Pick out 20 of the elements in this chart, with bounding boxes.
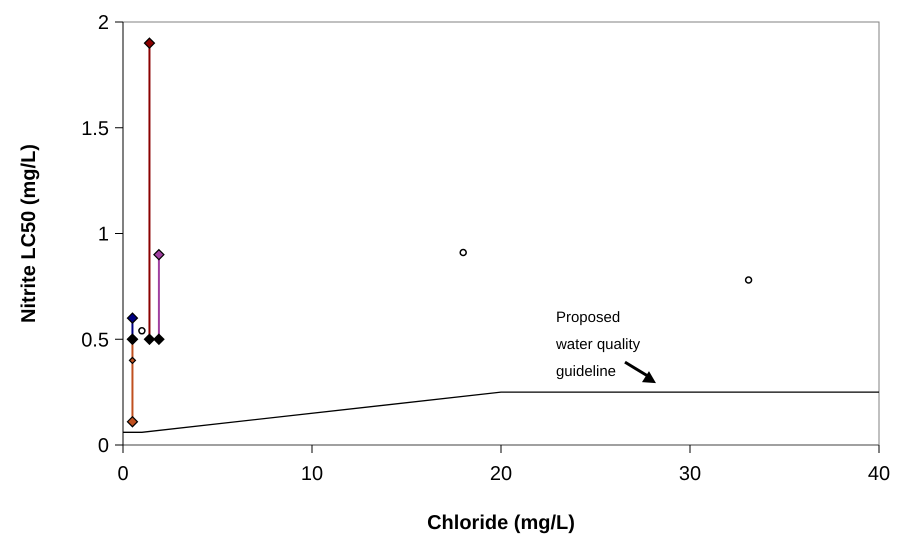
y-tick-label: 0	[98, 435, 109, 457]
x-tick-label: 10	[300, 463, 324, 485]
point	[126, 416, 138, 428]
y-tick-label: 0.5	[81, 329, 109, 352]
point	[744, 276, 752, 284]
x-tick-label: 0	[117, 463, 129, 485]
y-tick-label: 2	[98, 12, 109, 34]
point	[144, 38, 156, 49]
y-tick-label: 1	[98, 224, 109, 246]
x-tick-label: 20	[490, 463, 512, 485]
y-axis-title: Nitrite LC50 (mg/L)	[18, 144, 40, 323]
x-axis-title: Chloride (mg/L)	[427, 512, 575, 534]
point	[126, 312, 138, 324]
point	[153, 249, 165, 260]
point	[459, 248, 467, 256]
x-tick-label: 40	[868, 463, 890, 485]
point	[138, 327, 146, 335]
x-tick-label: 30	[678, 463, 702, 485]
annotation: Proposed water quality guideline	[554, 309, 641, 380]
y-tick-label: 1.5	[81, 118, 109, 140]
